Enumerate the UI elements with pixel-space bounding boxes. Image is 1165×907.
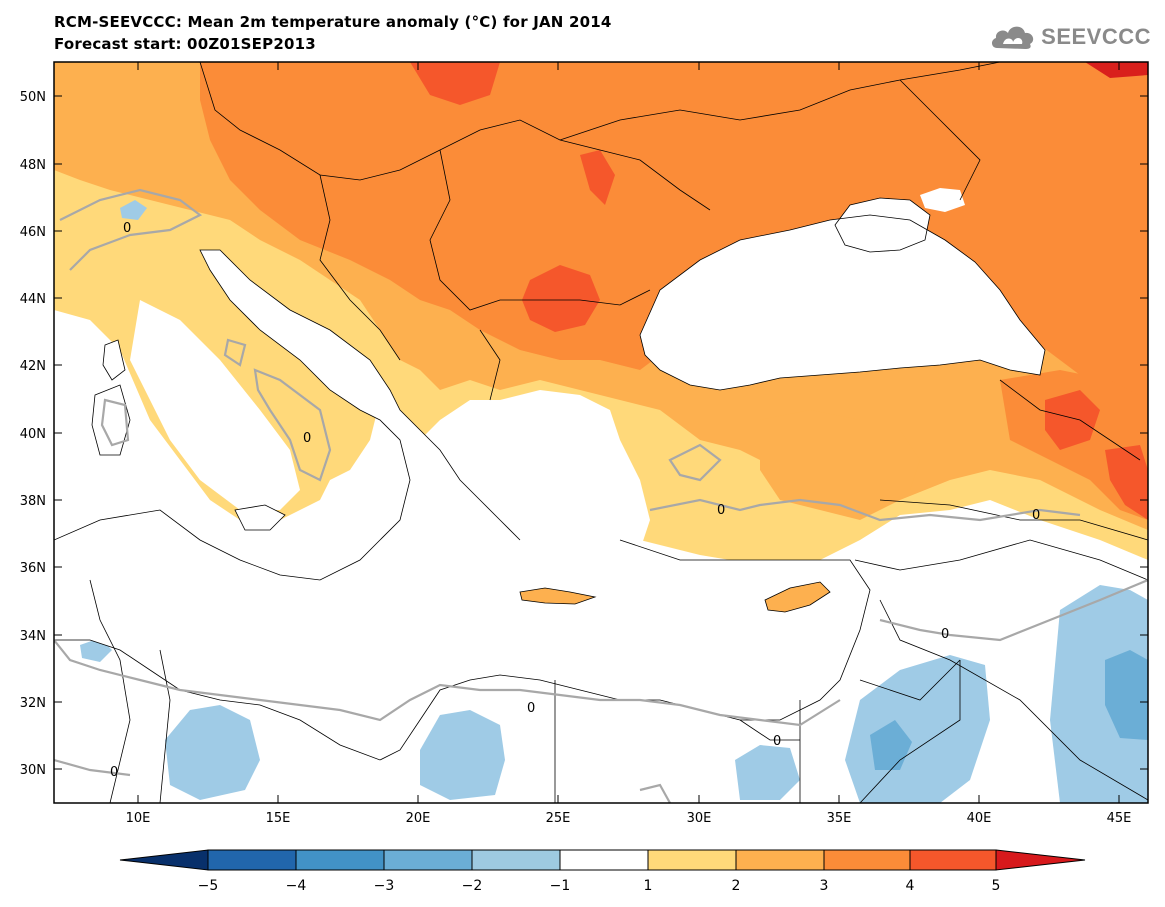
colorbar-tick-label: −4 (286, 878, 307, 894)
lat-label: 48N (20, 158, 46, 173)
sicily (234, 504, 286, 531)
seas (54, 188, 1045, 760)
lon-label: 25E (546, 811, 571, 826)
colorbar-bin (559, 849, 649, 871)
colorbar-tick-label: −3 (374, 878, 395, 894)
azov-sea (920, 188, 965, 212)
mediterranean-sea (54, 250, 870, 760)
colorbar-bin (207, 849, 297, 871)
lon-label: 30E (687, 811, 712, 826)
contour-label: 0 (110, 765, 118, 780)
contour-label: 0 (717, 503, 725, 518)
longitude-axis (137, 62, 1120, 803)
anomaly-m2-m3-iraq (1105, 650, 1148, 740)
anomaly-4-5-north (410, 62, 500, 105)
lon-label: 10E (126, 811, 151, 826)
colorbar-tick-label: −5 (198, 878, 219, 894)
colorbar-tick-label: 1 (644, 878, 653, 894)
lat-label: 32N (20, 696, 46, 711)
borders (54, 62, 1148, 803)
colorbar-labels: −5 −4 −3 −2 −1 1 2 3 4 5 (198, 878, 1001, 894)
colorbar-tick-label: 4 (906, 878, 915, 894)
anomaly-m1-m2-sinai (735, 745, 800, 800)
colorbar-low-arrow (119, 849, 209, 871)
lon-label: 45E (1107, 811, 1132, 826)
colorbar-tick-label: 2 (732, 878, 741, 894)
lat-label: 34N (20, 629, 46, 644)
colorbar-tick-label: −2 (462, 878, 483, 894)
anomaly-m2-m3-jordan (870, 720, 912, 770)
colorbar-bin (383, 849, 473, 871)
contour-label: 0 (1032, 508, 1040, 523)
anomaly-above-5-ne (1085, 62, 1148, 78)
colorbar-bin (823, 849, 911, 871)
seevccc-logo: SEEVCCC (989, 22, 1151, 52)
lat-label: 36N (20, 561, 46, 576)
sardinia (91, 384, 131, 456)
colorbar-tick-label: 3 (820, 878, 829, 894)
latitude-labels: 50N 48N 46N 44N 42N 40N 38N 36N 34N 32N … (20, 90, 46, 778)
lat-label: 46N (20, 225, 46, 240)
contour-label: 0 (123, 221, 131, 236)
colorbar-bin (471, 849, 561, 871)
anomaly-2-3-turkey (760, 410, 920, 510)
anomaly-m1-m2-arabia (1050, 585, 1148, 803)
cool-anomaly-field (80, 200, 1148, 803)
logo-text: SEEVCCC (1041, 24, 1151, 49)
latitude-axis (54, 95, 1148, 770)
contour-label: 0 (303, 431, 311, 446)
lat-label: 42N (20, 359, 46, 374)
islands (91, 339, 831, 613)
anomaly-4-5-east (1105, 445, 1148, 520)
anomaly-4-5-carpathians (580, 150, 615, 205)
forecast-start-label: Forecast start: 00Z01SEP2013 (54, 35, 316, 53)
black-sea (640, 215, 1045, 390)
crete (519, 587, 597, 605)
lon-label: 20E (406, 811, 431, 826)
cloud-icon (992, 26, 1034, 49)
colorbar-bin (647, 849, 737, 871)
contour-label: 0 (527, 701, 535, 716)
zero-contours (54, 188, 1148, 803)
contour-label: 0 (773, 734, 781, 749)
contour-label: 0 (941, 627, 949, 642)
lat-label: 50N (20, 90, 46, 105)
lat-label: 38N (20, 494, 46, 509)
cyprus (764, 581, 831, 613)
anomaly-4-5-caucasus (1045, 390, 1100, 450)
colorbar-bin (909, 849, 997, 871)
contour-labels: 0 0 0 0 0 0 0 0 (110, 221, 1040, 780)
longitude-labels: 10E 15E 20E 25E 30E 35E 40E 45E (126, 811, 1132, 826)
lon-label: 15E (266, 811, 291, 826)
colorbar-bin (295, 849, 385, 871)
aegean-sea (500, 390, 650, 560)
lon-label: 35E (827, 811, 852, 826)
anomaly-m1-m2-egypt (420, 710, 505, 800)
map-title: RCM-SEEVCCC: Mean 2m temperature anomaly… (54, 13, 612, 31)
anomaly-4-5-romania (522, 265, 600, 332)
lat-label: 44N (20, 292, 46, 307)
colorbar (119, 849, 1086, 871)
crimea (834, 197, 931, 253)
lon-label: 40E (967, 811, 992, 826)
lat-label: 30N (20, 763, 46, 778)
colorbar-tick-label: −1 (550, 878, 571, 894)
lat-label: 40N (20, 427, 46, 442)
colorbar-bin (735, 849, 825, 871)
tyrrhenian-sea (130, 300, 300, 510)
colorbar-tick-label: 5 (992, 878, 1001, 894)
colorbar-high-arrow (995, 849, 1086, 871)
anomaly-m1-m2-libya (165, 705, 260, 800)
corsica (102, 339, 126, 381)
anomaly-m1-m2-alps (120, 200, 147, 220)
